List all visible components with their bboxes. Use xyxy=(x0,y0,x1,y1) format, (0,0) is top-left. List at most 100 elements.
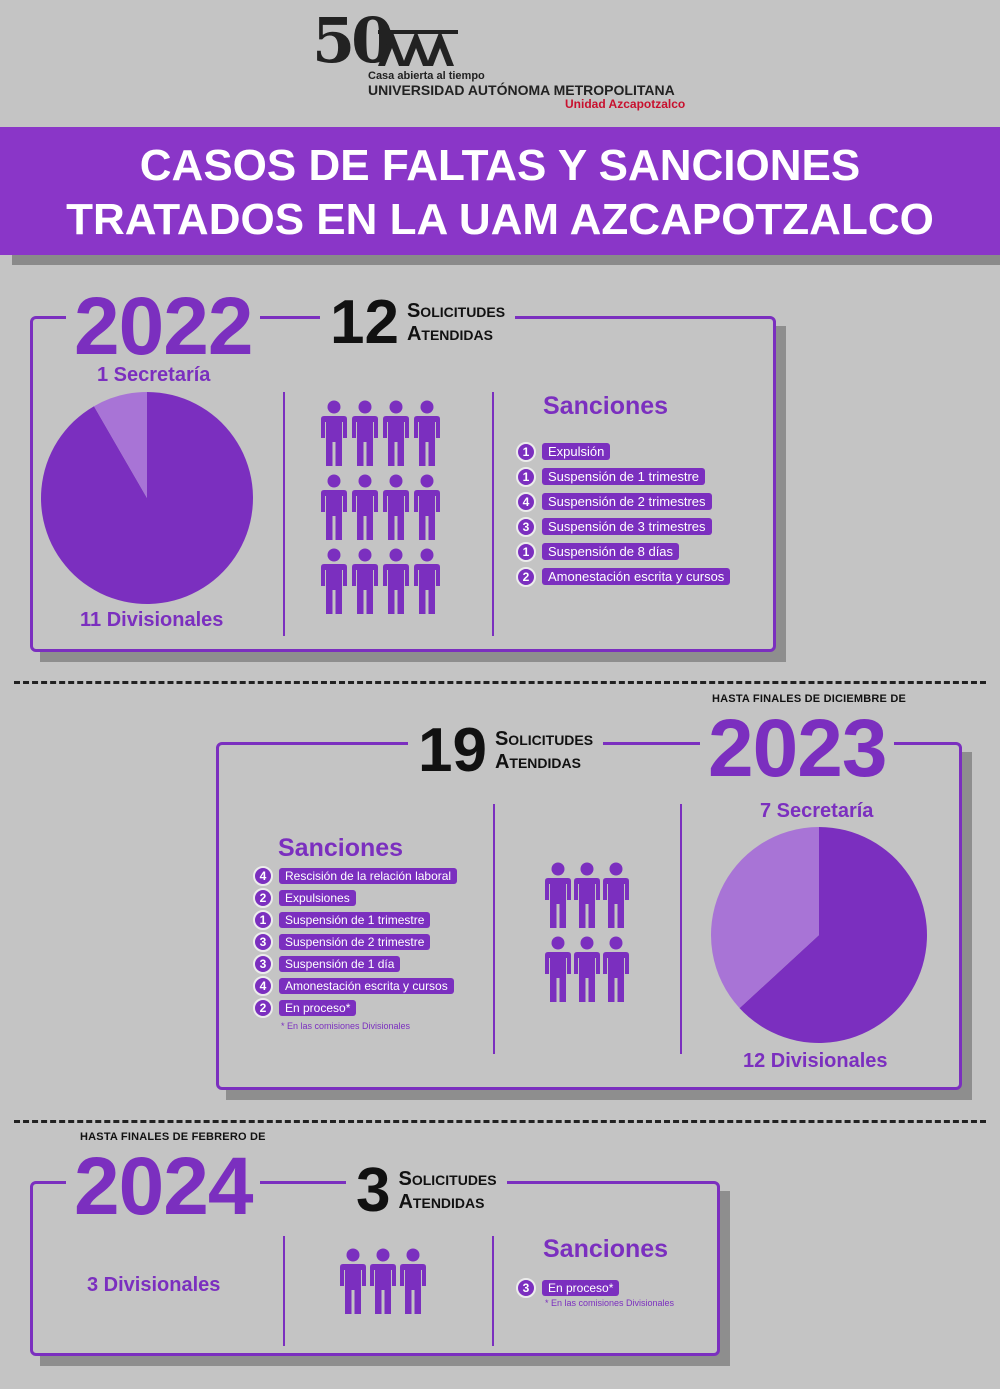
sanction-item: 3 Suspensión de 2 trimestre xyxy=(253,931,457,952)
sanction-label: Suspensión de 3 trimestres xyxy=(542,518,712,535)
people-grid-2024 xyxy=(340,1248,430,1314)
sanction-label: Amonestación escrita y cursos xyxy=(279,977,454,994)
pie-top-label: 7 Secretaría xyxy=(760,800,874,822)
university-name: UNIVERSIDAD AUTÓNOMA METROPOLITANA xyxy=(368,82,675,98)
sanction-label: Suspensión de 1 trimestre xyxy=(542,468,706,485)
person-icon xyxy=(321,400,347,466)
sanction-label: En proceso* xyxy=(542,1279,620,1296)
people-grid-2022 xyxy=(321,400,445,614)
sanction-count-badge: 1 xyxy=(516,441,536,462)
year-prefix-2023: HASTA FINALES DE DICIEMBRE DE xyxy=(712,693,907,705)
title-line-2: TRATADOS EN LA UAM AZCAPOTZALCO xyxy=(66,195,934,244)
section-divider xyxy=(14,681,986,684)
divider xyxy=(283,1236,285,1346)
person-icon xyxy=(352,474,378,540)
sanction-item: 3 En proceso* xyxy=(516,1277,620,1298)
sanctions-footnote: * En las comisiones Divisionales xyxy=(281,1021,411,1031)
sanction-item: 1 Suspensión de 1 trimestre xyxy=(516,466,730,487)
person-icon xyxy=(340,1248,366,1314)
sanction-item: 4 Rescisión de la relación laboral xyxy=(253,865,458,886)
requests-label-2: Atendidas xyxy=(494,751,581,773)
requests-2023: 19 Solicitudes Atendidas xyxy=(408,716,604,785)
sanction-item: 4 Amonestación escrita y cursos xyxy=(253,975,457,996)
university-tagline: Casa abierta al tiempo xyxy=(368,70,485,82)
pie-slice-secretaria xyxy=(711,827,819,1009)
sanction-count-badge: 2 xyxy=(253,997,273,1018)
sanction-label: En proceso* xyxy=(279,999,357,1016)
uam-logo-icon xyxy=(378,30,458,66)
sanction-count-badge: 3 xyxy=(253,931,273,952)
sanction-label: Amonestación escrita y cursos xyxy=(542,568,731,585)
requests-count: 3 xyxy=(356,1156,391,1225)
sanction-count-badge: 3 xyxy=(516,1277,536,1298)
sanctions-list-2022: 1 Expulsión 1 Suspensión de 1 trimestre 4 Sus… xyxy=(516,441,731,591)
divider xyxy=(283,392,285,636)
pie-bottom-label: 11 Divisionales xyxy=(80,609,224,631)
section-divider xyxy=(14,1120,986,1123)
requests-label-2: Atendidas xyxy=(398,1191,485,1213)
sanction-count-badge: 1 xyxy=(516,466,536,487)
divider xyxy=(492,1236,494,1346)
person-icon xyxy=(574,936,600,1002)
sanction-item: 1 Suspensión de 8 días xyxy=(516,541,730,562)
sanctions-list-2024: 3 En proceso* xyxy=(516,1277,620,1298)
sanction-item: 2 Expulsiones xyxy=(253,887,457,908)
requests-label-1: Solicitudes xyxy=(398,1168,497,1190)
year-2022: 2022 xyxy=(66,286,261,368)
pie-chart-2022 xyxy=(41,392,253,604)
person-icon xyxy=(370,1248,396,1314)
person-icon xyxy=(321,474,347,540)
person-icon xyxy=(383,548,409,614)
sanction-count-badge: 2 xyxy=(253,887,273,908)
sanctions-title: Sanciones xyxy=(543,1235,669,1263)
sanction-count-badge: 1 xyxy=(516,541,536,562)
divider xyxy=(492,392,494,636)
pie-bottom-label: 12 Divisionales xyxy=(743,1050,888,1072)
requests-count: 19 xyxy=(418,716,487,785)
sanction-count-badge: 2 xyxy=(516,566,536,587)
sanction-item: 3 Suspensión de 1 día xyxy=(253,953,457,974)
sanction-item: 1 Suspensión de 1 trimestre xyxy=(253,909,457,930)
requests-label-2: Atendidas xyxy=(406,323,493,345)
year-2023: 2023 xyxy=(700,708,895,790)
person-icon xyxy=(603,862,629,928)
person-icon xyxy=(383,474,409,540)
sanction-label: Suspensión de 2 trimestre xyxy=(279,933,431,950)
requests-2024: 3 Solicitudes Atendidas xyxy=(346,1160,507,1222)
requests-count: 12 xyxy=(330,288,399,357)
sanction-label: Suspensión de 1 día xyxy=(279,955,401,972)
person-icon xyxy=(352,400,378,466)
university-unit: Unidad Azcapotzalco xyxy=(565,97,686,111)
sanctions-title: Sanciones xyxy=(543,392,669,420)
sanction-label: Suspensión de 8 días xyxy=(542,543,680,560)
person-icon xyxy=(603,936,629,1002)
sanction-count-badge: 3 xyxy=(516,516,536,537)
person-icon xyxy=(574,862,600,928)
person-icon xyxy=(352,548,378,614)
person-icon xyxy=(414,400,440,466)
divider xyxy=(493,804,495,1054)
sanction-count-badge: 1 xyxy=(253,909,273,930)
sanction-item: 2 Amonestación escrita y cursos xyxy=(516,566,731,587)
requests-2022: 12 Solicitudes Atendidas xyxy=(320,288,516,357)
sanction-item: 1 Expulsión xyxy=(516,441,730,462)
sanction-item: 2 En proceso* xyxy=(253,997,457,1018)
sanction-label: Rescisión de la relación laboral xyxy=(279,867,458,884)
divider xyxy=(680,804,682,1054)
sanction-item: 4 Suspensión de 2 trimestres xyxy=(516,491,730,512)
person-icon xyxy=(321,548,347,614)
pie-chart-2023 xyxy=(711,827,927,1043)
pie-slice-divisionales xyxy=(739,827,927,1043)
sanction-label: Expulsiones xyxy=(279,889,356,906)
pie-slice-secretaria xyxy=(94,392,147,498)
sanction-label: Suspensión de 2 trimestres xyxy=(542,493,712,510)
sanction-count-badge: 4 xyxy=(253,865,273,886)
sanction-label: Expulsión xyxy=(542,443,611,460)
sanction-count-badge: 4 xyxy=(253,975,273,996)
sanctions-list-2023: 4 Rescisión de la relación laboral 2 Expuls… xyxy=(253,865,458,1019)
sanction-count-badge: 3 xyxy=(253,953,273,974)
year-prefix-2024: HASTA FINALES DE FEBRERO DE xyxy=(80,1131,266,1143)
person-icon xyxy=(400,1248,426,1314)
requests-label-1: Solicitudes xyxy=(494,728,594,750)
title-line-1: CASOS DE FALTAS Y SANCIONES xyxy=(139,141,861,190)
